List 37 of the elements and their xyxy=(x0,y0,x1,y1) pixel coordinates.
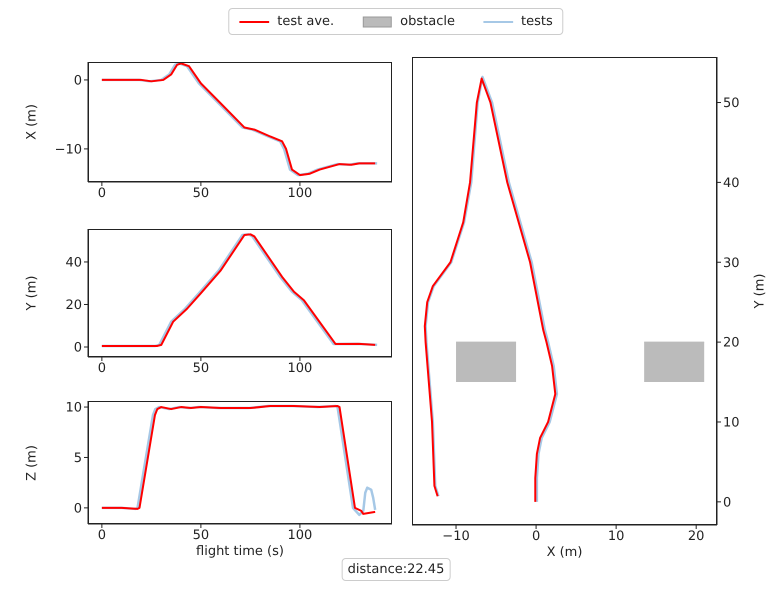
x-axis-title: flight time (s) xyxy=(195,544,285,559)
x-tick-label: 20 xyxy=(688,529,704,544)
y-tick-label: −10 xyxy=(54,142,82,158)
x-tick-label: 0 xyxy=(98,186,106,202)
y2-tick-label: 20 xyxy=(723,336,740,351)
x-tick-label: 50 xyxy=(192,361,210,376)
y-tick-label: 0 xyxy=(74,501,82,516)
legend-label: tests xyxy=(520,14,553,29)
y-tick-label: 5 xyxy=(74,451,82,466)
y2-tick-label: 10 xyxy=(723,416,740,431)
x-tick-label: 100 xyxy=(287,186,312,202)
x-tick-label: 10 xyxy=(608,529,624,544)
x-axis-title: X (m) xyxy=(546,545,584,560)
y2-tick-label: 40 xyxy=(723,176,740,191)
x-tick-label: 50 xyxy=(192,528,210,544)
text: distance:22.45 xyxy=(342,558,450,581)
legend-label: test ave. xyxy=(277,14,334,29)
x-tick-label: −10 xyxy=(442,529,470,544)
y2-tick-label: 50 xyxy=(723,96,740,112)
y-tick-label: 0 xyxy=(74,340,82,356)
y-tick-label: 10 xyxy=(65,400,82,416)
x-tick-label: 0 xyxy=(98,528,106,544)
y-axis-title: X (m) xyxy=(24,104,40,140)
y-tick-label: 40 xyxy=(65,256,82,271)
y-axis-title: Z (m) xyxy=(24,444,40,480)
legend-label: obstacle xyxy=(400,14,455,29)
y-tick-label: 20 xyxy=(65,298,82,314)
x-tick-label: 100 xyxy=(287,528,312,544)
y2-axis-title: Y (m) xyxy=(752,274,768,308)
y-axis-title: Y (m) xyxy=(24,276,40,310)
x-tick-label: 50 xyxy=(192,186,210,202)
x-tick-label: 100 xyxy=(287,361,312,376)
x-tick-label: 0 xyxy=(532,529,540,544)
y2-tick-label: 30 xyxy=(723,256,740,271)
y2-tick-label: 0 xyxy=(723,495,732,510)
x-tick-label: 0 xyxy=(98,361,106,376)
y-tick-label: 0 xyxy=(74,74,82,89)
